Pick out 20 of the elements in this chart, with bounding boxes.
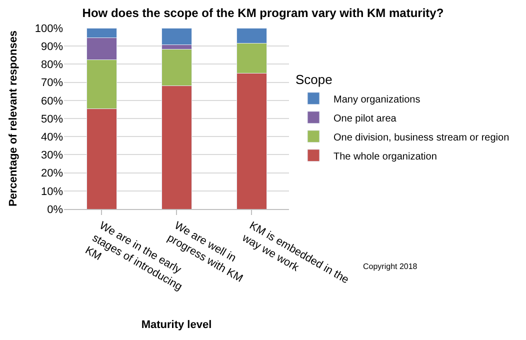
y-tick-label: 80% [40, 59, 64, 72]
y-axis-title: Percentage of relevant responses [8, 30, 20, 207]
legend-title: Scope [296, 72, 332, 87]
legend-label: One pilot area [334, 113, 397, 124]
y-tick-label: 70% [40, 77, 64, 90]
y-tick-label: 50% [40, 113, 64, 126]
y-tick-label: 10% [40, 186, 64, 198]
y-tick-label: 60% [40, 95, 64, 108]
y-tick-label: 20% [40, 168, 64, 180]
text: Copyright 2018 [363, 262, 418, 271]
legend-label: One division, business stream or region [334, 132, 510, 144]
legend-label: The whole organization [334, 151, 437, 162]
chart-title: How does the scope of the KM program vary with KM maturity? [82, 6, 444, 20]
x-axis-title: Maturity level [141, 318, 212, 331]
legend-label: Many organizations [334, 94, 420, 106]
y-tick-label: 0% [47, 204, 64, 216]
y-tick-label: 100% [34, 22, 64, 35]
y-tick-label: 90% [40, 40, 64, 53]
y-tick-label: 40% [40, 131, 64, 144]
y-tick-label: 30% [40, 150, 64, 162]
